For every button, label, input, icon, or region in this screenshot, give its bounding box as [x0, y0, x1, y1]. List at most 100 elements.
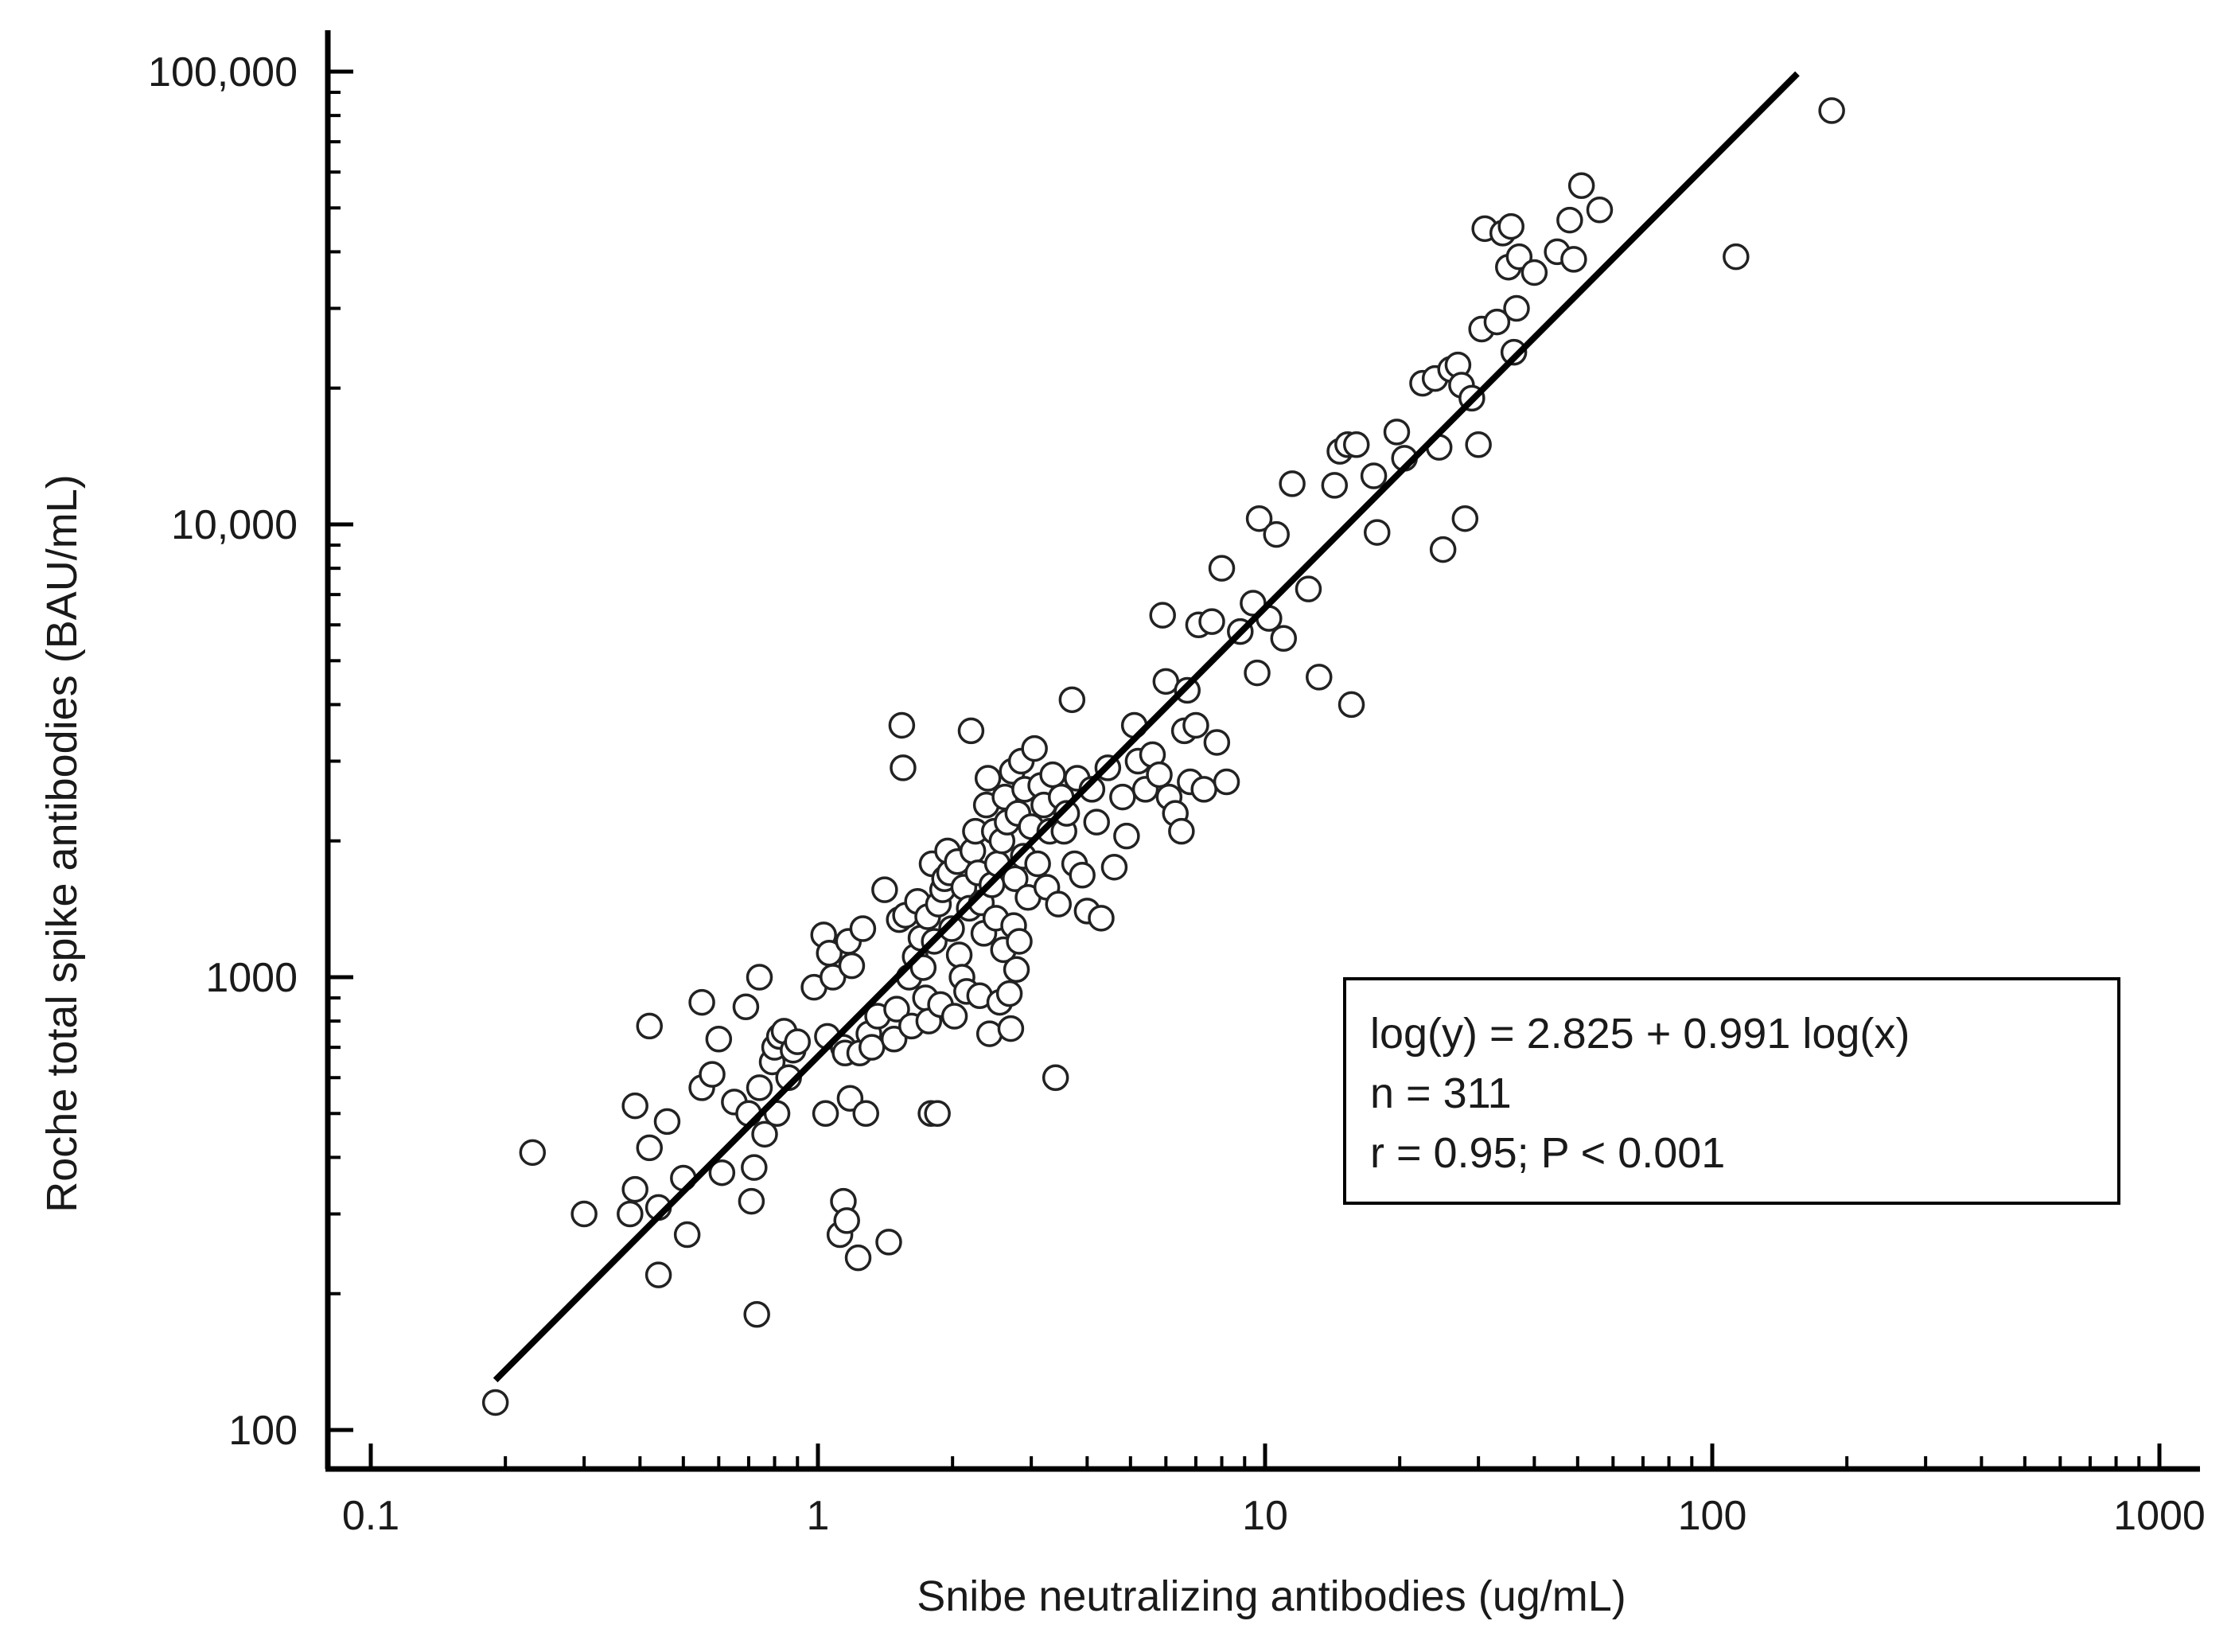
data-point [1279, 470, 1306, 497]
data-point [688, 988, 715, 1016]
data-point [836, 1085, 864, 1112]
data-point [519, 1139, 547, 1167]
data-point [481, 1389, 509, 1416]
data-point [1360, 462, 1388, 489]
data-point [1100, 853, 1128, 881]
x-tick-label: 1 [807, 1493, 830, 1539]
data-point [1497, 212, 1524, 240]
data-point [636, 1012, 664, 1040]
data-point [741, 1154, 768, 1181]
legend: log(y) = 2.825 + 0.991 log(x) n = 311 r … [1343, 977, 2120, 1205]
data-point [751, 1120, 778, 1148]
data-point [1521, 259, 1548, 286]
tick-labels: 0.1 1 10 100 1000 100 1000 10,000 100,000 [148, 49, 2206, 1539]
data-point [924, 1100, 951, 1128]
data-point [1149, 602, 1176, 629]
data-point [621, 1092, 648, 1120]
data-point [708, 1159, 736, 1186]
data-point [1505, 243, 1533, 271]
data-point [1198, 608, 1225, 635]
data-point [938, 915, 965, 942]
data-point [1083, 808, 1111, 836]
data-point [1146, 761, 1173, 789]
data-point [1203, 729, 1231, 756]
data-point [1295, 575, 1322, 602]
data-point [653, 1108, 681, 1136]
data-point [1465, 431, 1492, 458]
data-point [1042, 1064, 1069, 1091]
data-point [1483, 308, 1511, 336]
data-point [852, 1100, 880, 1128]
data-point [1190, 776, 1217, 803]
data-point [617, 1200, 644, 1228]
data-point [1113, 822, 1140, 850]
legend-sample-size: n = 311 [1370, 1070, 1512, 1117]
data-point [997, 1015, 1025, 1042]
data-point [1088, 905, 1115, 932]
data-point [1321, 472, 1349, 499]
data-point [883, 995, 910, 1023]
data-point [1168, 817, 1195, 845]
data-points [481, 97, 1845, 1416]
data-point [1045, 890, 1073, 918]
data-point [859, 1034, 886, 1061]
regression-line [493, 71, 1800, 1383]
data-point [909, 954, 937, 981]
data-point [1208, 555, 1236, 582]
data-point [1240, 590, 1267, 617]
data-point [820, 964, 847, 991]
data-point [636, 1134, 664, 1162]
data-point [699, 1061, 726, 1088]
major-ticks [328, 69, 2162, 1469]
x-axis-label: Snibe neutralizing antibodies (ug/mL) [917, 1572, 1626, 1620]
data-point [844, 1244, 872, 1272]
data-point [1053, 800, 1081, 827]
data-point [1503, 294, 1530, 322]
data-point [995, 980, 1023, 1007]
data-point [1213, 768, 1240, 796]
data-point [1039, 761, 1066, 789]
data-point [1818, 97, 1845, 124]
data-point [833, 1207, 860, 1234]
data-point [1560, 246, 1587, 273]
data-point [1024, 850, 1051, 878]
data-point [1429, 536, 1457, 563]
data-point [1363, 519, 1391, 546]
y-tick-label: 100,000 [148, 49, 298, 95]
y-tick-label: 1000 [205, 955, 298, 1001]
data-point [1270, 625, 1298, 653]
data-point [1500, 338, 1528, 366]
data-point [974, 765, 1002, 792]
x-tick-label: 1000 [2113, 1493, 2206, 1539]
legend-correlation: r = 0.95; P < 0.001 [1370, 1129, 1725, 1177]
data-point [673, 1221, 701, 1249]
data-point [957, 717, 985, 745]
data-point [1182, 711, 1209, 739]
data-point [738, 1187, 765, 1215]
data-point [871, 876, 898, 903]
data-point [1306, 664, 1333, 691]
x-tick-label: 10 [1242, 1493, 1288, 1539]
data-point [849, 915, 877, 942]
data-point [570, 1200, 598, 1228]
data-point [732, 993, 760, 1021]
data-point [1006, 928, 1033, 955]
legend-box [1343, 977, 2120, 1205]
data-point [875, 1229, 902, 1256]
data-point [1021, 734, 1048, 762]
data-point [1245, 505, 1273, 532]
data-point [890, 754, 917, 781]
y-axis-label: Roche total spike antibodies (BAU/mL) [38, 474, 86, 1212]
data-point [1058, 686, 1086, 714]
data-point [1723, 243, 1750, 271]
data-point [838, 952, 866, 980]
data-point [1244, 659, 1271, 687]
data-point [1586, 197, 1614, 224]
data-point [940, 1003, 968, 1030]
data-point [743, 1301, 770, 1328]
y-tick-label: 100 [228, 1408, 298, 1454]
x-tick-label: 0.1 [342, 1493, 399, 1539]
data-point [746, 1074, 773, 1101]
data-point [621, 1175, 648, 1203]
